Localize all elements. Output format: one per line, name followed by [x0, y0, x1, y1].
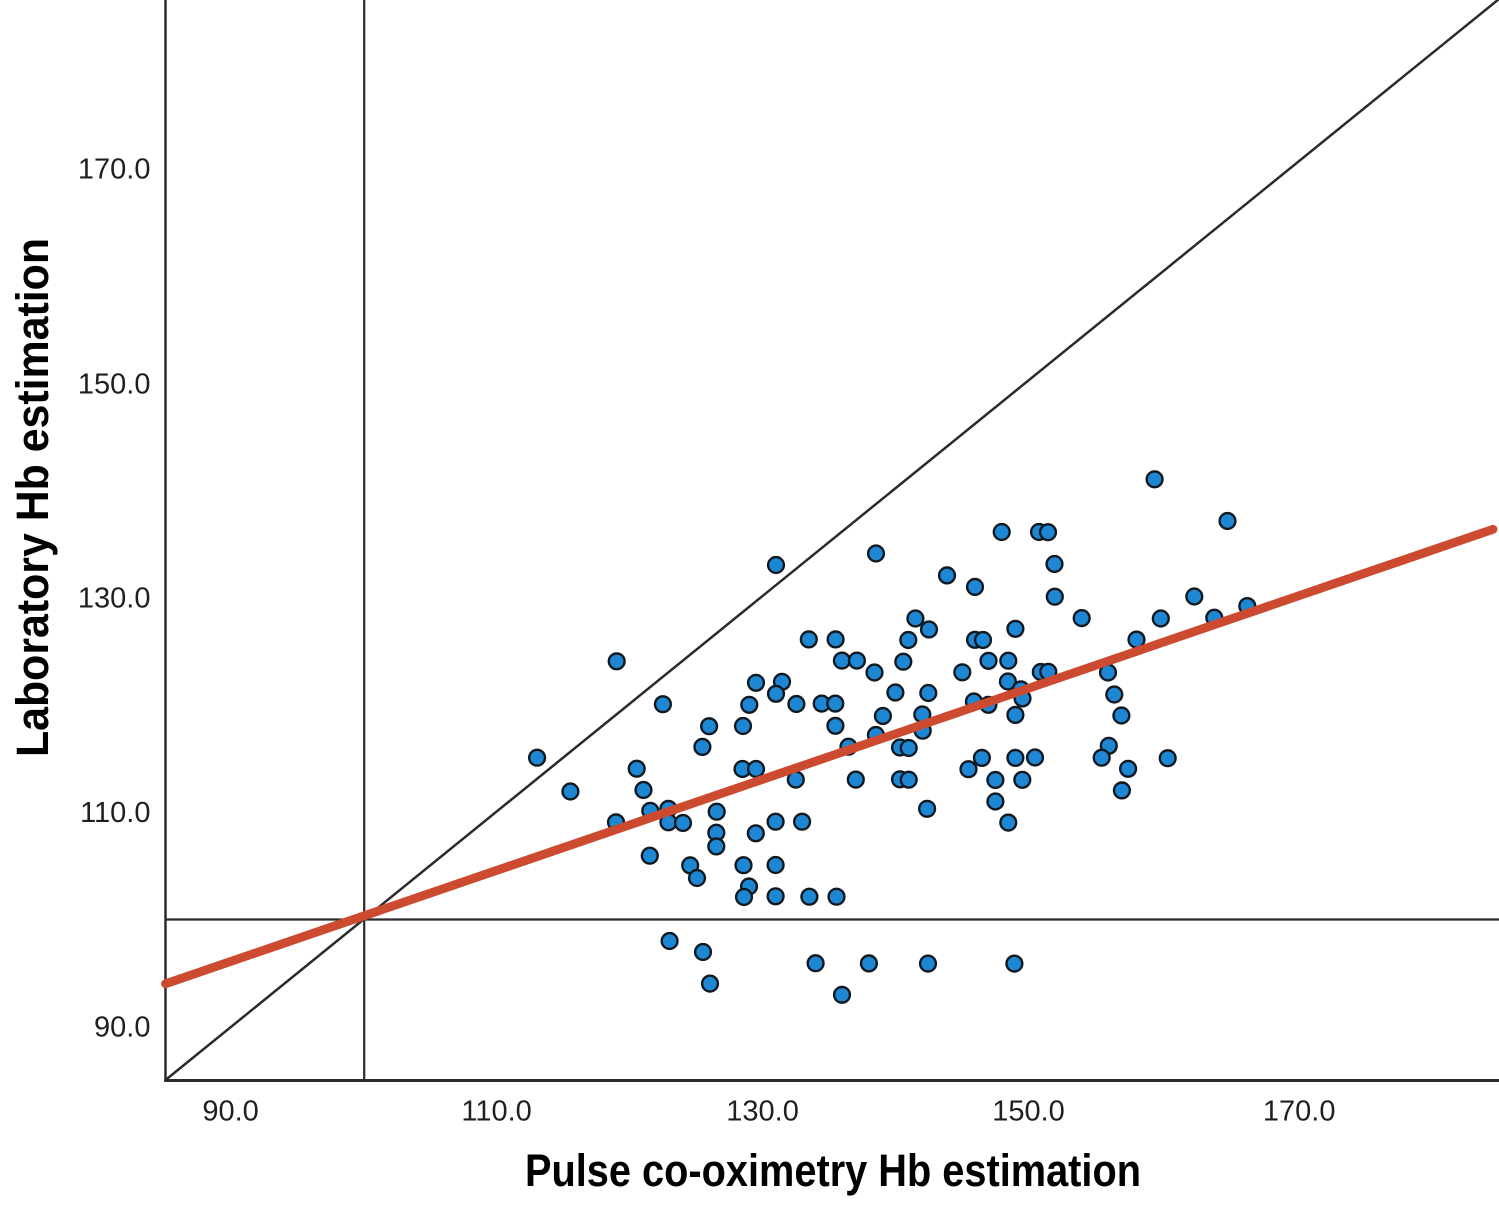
svg-text:110.0: 110.0: [80, 797, 150, 829]
svg-text:90.0: 90.0: [94, 1012, 150, 1044]
svg-text:150.0: 150.0: [78, 369, 151, 401]
svg-text:170.0: 170.0: [1263, 1096, 1336, 1128]
svg-text:110.0: 110.0: [461, 1096, 531, 1128]
svg-text:Laboratory Hb estimation: Laboratory Hb estimation: [7, 238, 58, 757]
svg-text:Pulse co-oximetry Hb estimatio: Pulse co-oximetry Hb estimation: [525, 1145, 1141, 1196]
svg-text:130.0: 130.0: [726, 1096, 799, 1128]
svg-text:130.0: 130.0: [78, 583, 151, 615]
svg-text:170.0: 170.0: [78, 154, 151, 186]
svg-text:90.0: 90.0: [202, 1096, 258, 1128]
svg-text:150.0: 150.0: [992, 1096, 1065, 1128]
